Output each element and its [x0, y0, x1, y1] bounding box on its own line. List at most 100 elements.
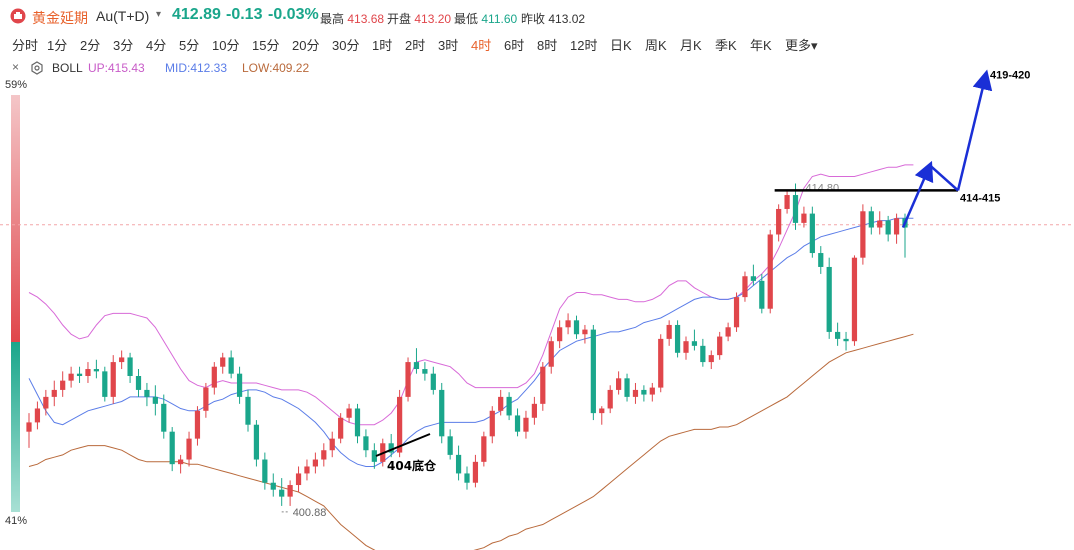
period-tab[interactable]: 1时: [372, 38, 393, 53]
candle-body: [683, 341, 689, 353]
indicator-name[interactable]: BOLL: [52, 61, 83, 75]
gear-icon[interactable]: [31, 61, 43, 75]
period-tab[interactable]: 3时: [438, 38, 459, 53]
indicator-bar: × BOLL UP:415.43 MID:412.33 LOW:409.22: [0, 58, 1074, 78]
candle-body: [93, 369, 99, 372]
candle-body: [253, 424, 260, 460]
candle-body: [877, 220, 883, 228]
candle-body: [649, 387, 655, 395]
period-tab[interactable]: 3分: [113, 38, 134, 53]
prev-close-value: 413.02: [548, 12, 586, 26]
target-label: 419-420: [990, 69, 1030, 81]
open-value: 413.20: [414, 12, 452, 26]
candle-body: [514, 415, 521, 432]
open-label: 开盘: [387, 12, 412, 26]
period-tab[interactable]: 月K: [680, 38, 702, 53]
period-tab[interactable]: 4时: [471, 38, 492, 53]
last-price: 412.89: [172, 6, 221, 23]
candle-body: [295, 473, 302, 486]
low-marker-label: 400.88: [293, 507, 327, 519]
candle-body: [472, 461, 479, 483]
candle-body: [498, 396, 504, 411]
candle-body: [464, 473, 470, 483]
candle-body: [733, 297, 740, 328]
candle-body: [329, 438, 335, 451]
candle-body: [186, 438, 192, 460]
period-tab[interactable]: 2分: [80, 38, 101, 53]
candle-body: [102, 371, 108, 397]
candle-body: [211, 366, 217, 388]
period-tab[interactable]: 15分: [252, 38, 280, 53]
candle-body: [893, 218, 900, 235]
candle-body: [557, 327, 563, 342]
period-tab[interactable]: 更多▾: [785, 38, 818, 53]
chevron-down-icon[interactable]: ▾: [156, 9, 162, 20]
candle-body: [818, 253, 824, 267]
period-tab[interactable]: 30分: [332, 38, 360, 53]
candle-body: [691, 341, 698, 346]
candle-body: [279, 489, 285, 497]
period-tab[interactable]: 10分: [212, 38, 240, 53]
candle-body: [776, 208, 782, 235]
period-tab[interactable]: 2时: [405, 38, 426, 53]
candle-body: [792, 195, 799, 223]
projection-arrow-3: [956, 69, 993, 191]
candle-body: [321, 450, 327, 460]
quote-header: 黄金延期 Au(T+D) ▾ 412.89 -0.13 -0.03% 最高 41…: [0, 0, 1074, 32]
instrument-title[interactable]: 黄金延期: [32, 10, 88, 26]
boll-lower-line: [28, 333, 914, 550]
period-tab[interactable]: 5分: [179, 38, 200, 53]
period-tab[interactable]: 日K: [610, 38, 632, 53]
candle-body: [354, 408, 361, 437]
period-tab[interactable]: 1分: [47, 38, 68, 53]
gold-logo-icon: [10, 8, 26, 24]
low-stat: 最低 411.60: [454, 10, 517, 27]
candle-body: [860, 211, 866, 258]
candle-body: [624, 378, 630, 397]
support-line: [375, 433, 431, 457]
candle-body: [674, 324, 681, 353]
candle-body: [801, 213, 807, 223]
boll-mid-value: MID:412.33: [165, 61, 228, 75]
boll-low-value: LOW:409.22: [242, 61, 310, 75]
support-label: 404底仓: [387, 458, 437, 473]
period-tab[interactable]: 4分: [146, 38, 167, 53]
candle-body: [666, 324, 672, 339]
candle-body: [413, 362, 420, 370]
period-tab[interactable]: 周K: [645, 38, 667, 53]
prev-close-label: 昨收: [521, 12, 546, 26]
low-label: 最低: [454, 12, 479, 26]
period-tab[interactable]: 分时: [12, 38, 39, 53]
candle-body: [885, 220, 891, 235]
candle-body: [489, 410, 495, 437]
candle-body: [742, 276, 748, 298]
candle-body: [127, 357, 133, 376]
candle-body: [363, 436, 369, 451]
candle-body: [270, 482, 276, 490]
period-tab[interactable]: 8时: [537, 38, 558, 53]
candle-body: [26, 422, 32, 432]
period-tab[interactable]: 20分: [292, 38, 320, 53]
candle-body: [784, 195, 790, 209]
boll-up-value: UP:415.43: [88, 61, 145, 75]
prev-close-stat: 昨收 413.02: [521, 10, 585, 27]
period-tab[interactable]: 6时: [504, 38, 525, 53]
candle-body: [245, 396, 251, 425]
period-tab[interactable]: 季K: [715, 38, 737, 53]
close-icon[interactable]: ×: [12, 60, 20, 74]
candle-body: [826, 266, 832, 332]
high-stat: 最高 413.68: [320, 10, 384, 27]
candle-body: [573, 320, 580, 335]
candle-body: [717, 336, 723, 356]
candle-body: [287, 485, 293, 497]
instrument-code[interactable]: Au(T+D): [96, 8, 150, 24]
period-tabs: 分时 1分 2分 3分 4分 5分 10分 15分 20分 30分 1时 2时 3时 4时 6时 8时 12时日…: [0, 32, 1074, 54]
period-tab[interactable]: 12时: [570, 38, 598, 53]
projection-arrow-2: [929, 164, 959, 192]
candle-body: [228, 357, 234, 374]
candle-body: [178, 459, 184, 465]
sentiment-top-pct: 59%: [5, 79, 28, 91]
candle-body: [809, 213, 815, 254]
period-tab[interactable]: 年K: [750, 38, 772, 53]
